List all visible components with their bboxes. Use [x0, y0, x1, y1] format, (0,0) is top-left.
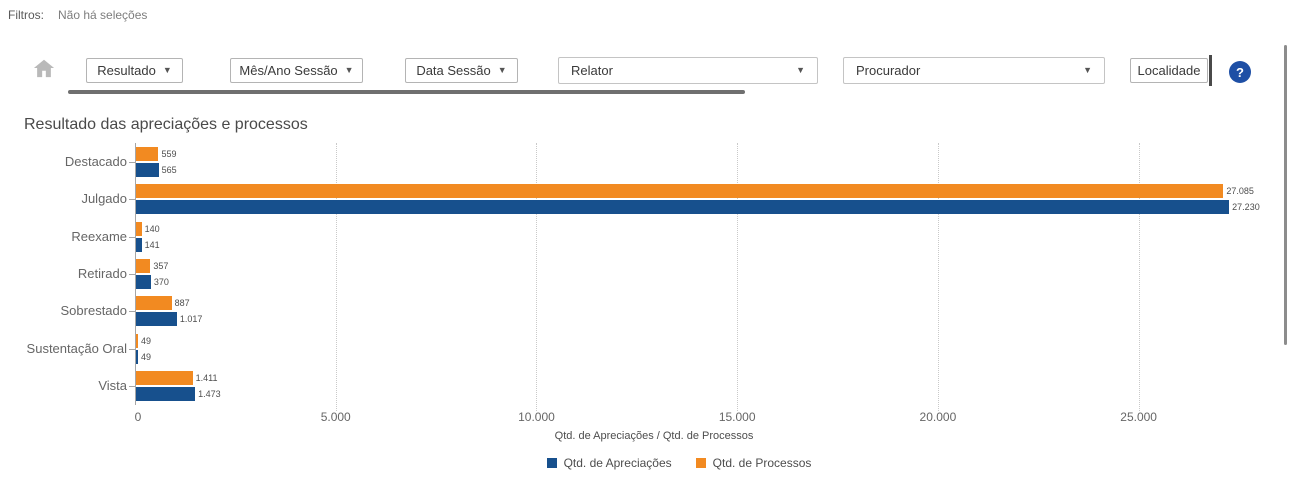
help-label: ? [1236, 64, 1244, 80]
category-tick [129, 274, 135, 275]
caret-down-icon: ▼ [497, 65, 507, 75]
legend-swatch [695, 458, 706, 468]
bar-qtd-apreciacoes[interactable] [136, 387, 196, 401]
filter-select-relator[interactable]: Relator ▼ [558, 57, 818, 84]
bar-qtd-apreciacoes[interactable] [136, 350, 138, 364]
gridline [536, 143, 538, 411]
x-axis-tick-label: 15.000 [718, 410, 756, 424]
bar-qtd-apreciacoes[interactable] [136, 312, 177, 326]
chart-title: Resultado das apreciações e processos [24, 116, 308, 133]
filter-select-relator-label: Relator [571, 63, 613, 78]
bar-value-label: 140 [144, 224, 160, 234]
bar-qtd-processos[interactable] [136, 296, 172, 310]
category-tick [129, 349, 135, 350]
y-axis-line [135, 143, 136, 405]
filter-button-mes-ano-sessao-label: Mês/Ano Sessão [239, 63, 338, 78]
filter-select-procurador[interactable]: Procurador ▼ [843, 57, 1105, 84]
horizontal-scrollbar[interactable] [68, 90, 745, 94]
bar-value-label: 141 [144, 240, 160, 250]
legend-label: Qtd. de Apreciações [563, 456, 672, 470]
legend-item[interactable]: Qtd. de Apreciações [546, 456, 672, 470]
x-axis-tick-label: 5.000 [320, 410, 351, 424]
caret-down-icon: ▼ [344, 65, 354, 75]
bar-value-label: 887 [174, 298, 190, 308]
filters-current-selections: Não há seleções [58, 8, 148, 22]
bar-qtd-processos[interactable] [136, 222, 142, 236]
home-icon[interactable] [33, 57, 55, 79]
gridline [937, 143, 939, 411]
category-label: Reexame [71, 229, 127, 244]
bar-qtd-apreciacoes[interactable] [136, 200, 1230, 214]
filter-button-data-sessao-label: Data Sessão [416, 63, 491, 78]
bar-value-label: 1.473 [198, 389, 221, 399]
bar-value-label: 357 [153, 261, 169, 271]
caret-down-icon: ▼ [162, 65, 172, 75]
category-label: Sobrestado [60, 303, 128, 318]
x-axis-tick-label: 20.000 [919, 410, 957, 424]
bar-value-label: 1.017 [179, 314, 203, 324]
category-label: Julgado [81, 191, 127, 206]
filters-bar: Filtros: Não há seleções [8, 8, 147, 22]
bar-value-label: 27.230 [1232, 202, 1260, 212]
bar-value-label: 27.085 [1226, 186, 1254, 196]
filter-select-procurador-label: Procurador [856, 63, 921, 78]
filter-button-localidade[interactable]: Localidade [1130, 58, 1208, 83]
legend-item[interactable]: Qtd. de Processos [695, 456, 812, 470]
filter-button-resultado-label: Resultado [97, 63, 156, 78]
bar-qtd-processos[interactable] [136, 259, 151, 273]
bar-value-label: 49 [140, 352, 151, 362]
category-label: Vista [98, 378, 127, 393]
bar-value-label: 1.411 [195, 373, 218, 383]
bar-qtd-processos[interactable] [136, 334, 138, 348]
help-icon[interactable]: ? [1229, 61, 1251, 83]
filter-button-mes-ano-sessao[interactable]: Mês/Ano Sessão ▼ [230, 58, 363, 83]
bar-value-label: 565 [161, 165, 177, 175]
legend-label: Qtd. de Processos [712, 456, 812, 470]
x-axis-tick-label: 0 [134, 410, 142, 424]
legend-swatch [546, 458, 557, 468]
filter-button-data-sessao[interactable]: Data Sessão ▼ [405, 58, 518, 83]
category-label: Destacado [64, 154, 127, 169]
bar-qtd-apreciacoes[interactable] [136, 275, 151, 289]
gridline [335, 143, 337, 411]
bar-qtd-apreciacoes[interactable] [136, 163, 159, 177]
bar-value-label: 49 [140, 336, 151, 346]
category-label: Retirado [77, 266, 127, 281]
x-axis-tick-label: 25.000 [1120, 410, 1157, 424]
filters-label: Filtros: [8, 8, 44, 22]
category-tick [129, 386, 135, 387]
bar-value-label: 370 [153, 277, 169, 287]
toolbar-divider [1209, 55, 1212, 86]
gridline [737, 143, 739, 411]
x-axis-tick-label: 10.000 [518, 410, 555, 424]
category-tick [129, 311, 135, 312]
gridline [1138, 143, 1140, 411]
filter-button-localidade-label: Localidade [1137, 63, 1201, 78]
filter-button-resultado[interactable]: Resultado ▼ [86, 58, 183, 83]
bar-qtd-processos[interactable] [136, 371, 193, 385]
category-tick [129, 199, 135, 200]
category-label: Sustentação Oral [26, 341, 127, 356]
caret-down-icon: ▼ [1083, 65, 1092, 75]
category-tick [129, 162, 135, 163]
bar-qtd-apreciacoes[interactable] [136, 238, 142, 252]
caret-down-icon: ▼ [796, 65, 805, 75]
category-tick [129, 237, 135, 238]
vertical-scrollbar[interactable] [1284, 45, 1287, 345]
bar-value-label: 559 [161, 149, 177, 159]
bar-qtd-processos[interactable] [136, 184, 1224, 198]
chart-legend: Qtd. de Apreciações Qtd. de Processos [349, 456, 1009, 470]
x-axis-title: Qtd. de Apreciações / Qtd. de Processos [554, 430, 754, 442]
bar-qtd-processos[interactable] [136, 147, 159, 161]
